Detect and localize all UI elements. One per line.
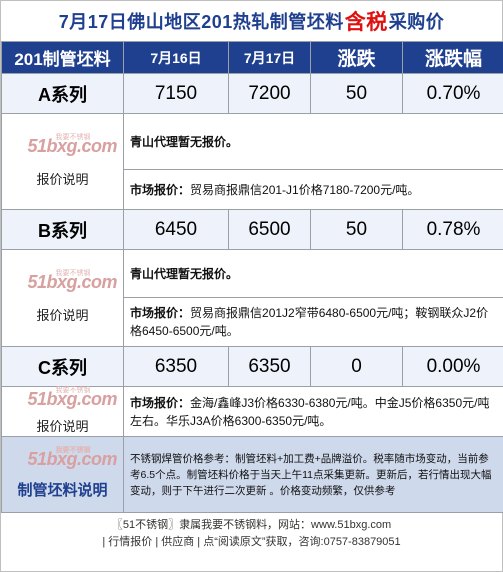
footer-text: 不锈钢焊管价格参考：制管坯料+加工费+品牌溢价。税率随市场变动，当前参考6.5个… — [123, 436, 503, 513]
series-name: C系列 — [1, 346, 124, 387]
watermark-logo: 51bxg.com 我要不锈钢 — [27, 447, 118, 469]
price-change-pct: 0.00% — [402, 346, 503, 387]
table-header: 201制管坯料 7月16日 7月17日 涨跌 涨跌幅 — [1, 41, 503, 74]
note-label-cell: 51bxg.com 我要不锈钢 报价说明 — [1, 113, 124, 210]
footer-label-cell: 51bxg.com 我要不锈钢 制管坯料说明 — [1, 436, 124, 513]
watermark-logo: 51bxg.com 我要不锈钢 — [27, 133, 118, 156]
price-change-pct: 0.70% — [402, 73, 503, 114]
series-name: A系列 — [1, 73, 124, 114]
note-agent: 青山代理暂无报价。 — [123, 113, 503, 170]
header-change-pct: 涨跌幅 — [402, 41, 503, 74]
title-suffix: 采购价 — [388, 12, 445, 32]
page-title: 7月17日佛山地区201热轧制管坯料 含税 采购价 — [1, 1, 502, 41]
table-row: C系列 6350 6350 0 0.00% — [1, 346, 503, 387]
note-label: 报价说明 — [36, 171, 89, 187]
note-row: 51bxg.com 我要不锈钢 报价说明 青山代理暂无报价。 — [1, 113, 503, 210]
header-curr-date: 7月17日 — [228, 41, 311, 74]
price-table: 201制管坯料 7月16日 7月17日 涨跌 涨跌幅 A系列 7150 7200… — [1, 41, 503, 513]
curr-price: 6350 — [228, 346, 311, 387]
price-change: 50 — [310, 209, 403, 250]
price-change: 50 — [310, 73, 403, 114]
note-label-cell: 51bxg.com 我要不锈钢 报价说明 — [1, 249, 124, 347]
bottom-info: 〖51不锈钢〗隶属我要不锈钢料，网站：www.51bxg.com | 行情报价 … — [1, 513, 502, 551]
prev-price: 6350 — [123, 346, 229, 387]
note-row: 51bxg.com 我要不锈钢 报价说明 青山代理暂无报价。 — [1, 249, 503, 347]
header-product: 201制管坯料 — [1, 41, 124, 74]
table-row: B系列 6450 6500 50 0.78% — [1, 209, 503, 250]
prev-price: 7150 — [123, 73, 229, 114]
note-label: 报价说明 — [36, 418, 89, 434]
curr-price: 6500 — [228, 209, 311, 250]
watermark-logo: 51bxg.com 我要不锈钢 — [27, 386, 118, 409]
note-market: 市场报价：贸易商报鼎信201J2窄带6480-6500元/吨；鞍钢联众J2价格6… — [123, 297, 503, 347]
note-label-cell: 51bxg.com 我要不锈钢 报价说明 — [1, 386, 124, 437]
bottom-line-2: | 行情报价 | 供应商 | 点“阅读原文”获取，咨询:0757-8387905… — [102, 536, 401, 548]
bottom-line-1: 〖51不锈钢〗隶属我要不锈钢料，网站：www.51bxg.com — [111, 519, 392, 531]
series-name: B系列 — [1, 209, 124, 250]
title-highlight: 含税 — [344, 11, 388, 34]
note-agent: 青山代理暂无报价。 — [123, 249, 503, 298]
header-change: 涨跌 — [310, 41, 403, 74]
footer-label: 制管坯料说明 — [17, 482, 108, 499]
watermark-logo: 51bxg.com 我要不锈钢 — [27, 270, 118, 292]
table-row: A系列 7150 7200 50 0.70% — [1, 73, 503, 114]
note-row: 51bxg.com 我要不锈钢 报价说明 市场报价：金海/鑫峰J3价格6330-6… — [1, 386, 503, 437]
price-change-pct: 0.78% — [402, 209, 503, 250]
header-prev-date: 7月16日 — [123, 41, 229, 74]
note-row: 市场报价：贸易商报鼎信201-J1价格7180-7200元/吨。 — [2, 169, 503, 210]
title-prefix: 7月17日佛山地区201热轧制管坯料 — [58, 12, 344, 32]
note-market: 市场报价：贸易商报鼎信201-J1价格7180-7200元/吨。 — [123, 169, 503, 210]
curr-price: 7200 — [228, 73, 311, 114]
note-label: 报价说明 — [36, 308, 89, 323]
footer-row: 51bxg.com 我要不锈钢 制管坯料说明 不锈钢焊管价格参考：制管坯料+加工费… — [1, 436, 503, 513]
price-change: 0 — [310, 346, 403, 387]
prev-price: 6450 — [123, 209, 229, 250]
note-market: 市场报价：金海/鑫峰J3价格6330-6380元/吨。中金J5价格6350元/吨… — [123, 386, 503, 437]
